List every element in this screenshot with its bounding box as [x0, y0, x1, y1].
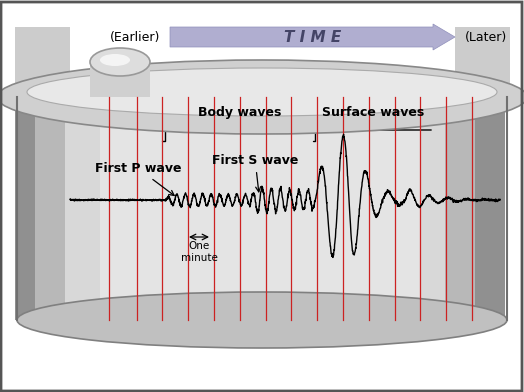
- FancyBboxPatch shape: [35, 97, 70, 320]
- FancyBboxPatch shape: [445, 97, 480, 320]
- Text: (Later): (Later): [465, 31, 507, 44]
- Text: One
minute: One minute: [181, 241, 217, 263]
- FancyBboxPatch shape: [15, 97, 45, 320]
- FancyBboxPatch shape: [90, 62, 150, 97]
- Ellipse shape: [27, 68, 497, 116]
- FancyArrow shape: [170, 24, 455, 50]
- Ellipse shape: [0, 60, 524, 134]
- FancyBboxPatch shape: [15, 27, 70, 97]
- Text: T I M E: T I M E: [284, 29, 341, 45]
- FancyBboxPatch shape: [475, 97, 505, 320]
- FancyBboxPatch shape: [455, 27, 510, 97]
- Text: First S wave: First S wave: [212, 154, 298, 192]
- Text: Surface waves: Surface waves: [322, 106, 424, 119]
- FancyBboxPatch shape: [65, 27, 455, 97]
- FancyBboxPatch shape: [65, 97, 455, 320]
- Ellipse shape: [100, 54, 130, 66]
- FancyBboxPatch shape: [100, 97, 420, 320]
- Ellipse shape: [90, 48, 150, 76]
- Ellipse shape: [17, 292, 507, 348]
- Text: (Earlier): (Earlier): [110, 31, 160, 44]
- Text: First P wave: First P wave: [95, 162, 181, 196]
- Text: Body waves: Body waves: [198, 106, 281, 119]
